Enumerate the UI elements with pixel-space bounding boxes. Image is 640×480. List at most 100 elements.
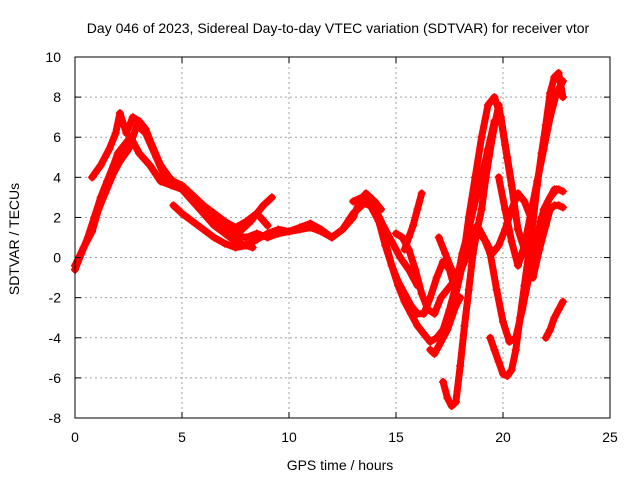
data-point-marker [460,321,469,330]
data-point-marker [113,149,122,158]
data-point-marker [426,337,435,346]
series-arc-16 [426,293,465,358]
data-point-marker [535,245,544,254]
data-point-marker [550,313,559,322]
data-point-marker [327,233,336,242]
data-point-marker [394,277,403,286]
data-point-marker [400,245,409,254]
data-point-marker [434,233,443,242]
data-point-marker [252,209,261,218]
data-point-marker [396,253,405,262]
series-arc-12 [494,77,567,270]
data-point-marker [507,365,516,374]
data-point-marker [411,265,420,274]
data-point-marker [511,345,520,354]
data-point-marker [419,309,428,318]
data-point-marker [419,329,428,338]
y-tick-label: 0 [53,250,61,266]
x-tick-label: 5 [178,429,186,445]
series-trace [88,109,272,231]
data-point-marker [141,125,150,134]
data-point-marker [546,113,555,122]
data-point-marker [210,233,219,242]
series-arc-3 [88,109,272,232]
data-point-marker [220,225,229,234]
data-point-marker [404,233,413,242]
data-point-marker [387,261,396,270]
data-point-marker [558,93,567,102]
data-point-marker [477,205,486,214]
data-point-marker [481,173,490,182]
data-point-marker [210,213,219,222]
data-point-marker [494,173,503,182]
data-point-marker [242,241,251,250]
data-point-marker [471,173,480,182]
data-point-marker [513,225,522,234]
data-point-marker [507,237,516,246]
data-point-marker [400,289,409,298]
data-point-marker [128,113,137,122]
data-point-marker [533,177,542,186]
data-point-marker [499,317,507,326]
data-point-marker [374,217,383,226]
data-layer [71,69,567,410]
data-point-marker [381,241,390,250]
x-tick-label: 20 [495,429,511,445]
data-point-marker [295,225,304,234]
data-point-marker [466,237,475,246]
data-point-marker [451,301,460,310]
data-point-marker [524,249,533,258]
data-point-marker [454,273,463,282]
data-point-marker [366,201,375,210]
data-point-marker [169,201,178,210]
data-point-marker [451,289,460,298]
data-point-marker [426,293,435,302]
data-point-marker [520,197,529,206]
y-tick-label: -8 [49,410,62,426]
data-point-marker [554,305,563,314]
data-point-marker [488,133,497,142]
data-point-marker [252,229,261,238]
data-point-marker [494,101,503,110]
data-point-marker [505,337,514,346]
data-point-marker [357,193,366,202]
data-point-marker [231,243,240,252]
data-point-marker [439,333,448,342]
data-point-marker [88,173,97,182]
data-point-marker [543,197,552,206]
data-point-marker [231,223,240,232]
data-point-marker [156,161,165,170]
y-tick-label: -2 [49,290,62,306]
data-point-marker [494,357,503,366]
tick-layer: 0 5 10 15 20 25 -8 -6 -4 -2 0 2 4 6 8 10 [45,49,618,445]
data-point-marker [338,225,347,234]
data-point-marker [349,197,358,206]
data-point-marker [362,189,371,198]
data-point-marker [430,349,439,358]
data-point-marker [477,133,486,142]
data-point-marker [451,397,460,406]
data-point-marker [443,393,452,402]
data-point-marker [486,249,495,258]
data-point-marker [436,293,445,302]
x-tick-label: 25 [602,429,618,445]
plot-frame [74,56,611,419]
data-point-marker [267,193,276,202]
data-point-marker [479,233,488,242]
data-point-marker [274,229,283,238]
data-point-marker [242,233,251,242]
data-point-marker [439,377,448,386]
data-point-marker [558,77,567,86]
data-point-marker [554,185,563,194]
data-point-marker [105,145,114,154]
x-axis-label: GPS time / hours [287,457,394,473]
data-point-marker [501,205,510,214]
data-point-marker [449,277,458,286]
data-point-marker [490,93,499,102]
data-point-marker [432,273,441,282]
y-tick-label: 4 [53,169,61,185]
y-tick-label: -4 [49,330,62,346]
data-point-marker [441,249,450,258]
data-point-marker [503,371,512,380]
data-point-marker [182,185,191,194]
